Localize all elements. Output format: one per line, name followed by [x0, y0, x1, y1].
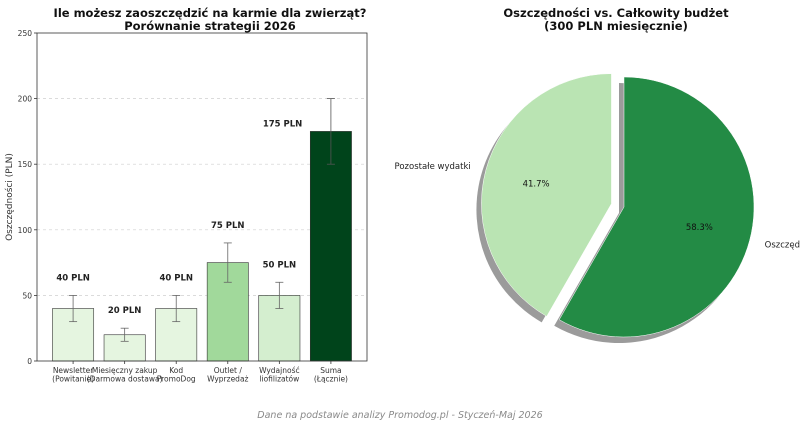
- data-label: 175 PLN: [263, 119, 302, 129]
- pie-percent-label: 58.3%: [686, 223, 713, 233]
- pie-slice-label: Pozostałe wydatki: [395, 162, 471, 172]
- bar: [309, 131, 352, 362]
- grid-lines: [37, 98, 367, 296]
- pie-chart-subtitle: (300 PLN miesięcznie): [544, 19, 688, 33]
- pie-slice-label: Oszczędności: [765, 240, 800, 251]
- x-tick-label: Miesięczny zakup: [92, 366, 158, 375]
- y-axis-ticks: 0 50 100 150 200 250: [18, 29, 37, 366]
- bar-chart-subtitle: Porównanie strategii 2026: [124, 19, 296, 33]
- x-tick-label: (Łącznie): [314, 375, 348, 384]
- data-label: 40 PLN: [56, 273, 90, 283]
- pie-slice: [558, 76, 755, 338]
- data-label: 40 PLN: [159, 273, 193, 283]
- pie-slices: [481, 73, 755, 338]
- x-tick-label: Newsletter: [53, 366, 94, 375]
- data-label: 75 PLN: [211, 221, 245, 231]
- y-tick-label: 100: [18, 226, 33, 235]
- x-tick-label: Wydajność: [259, 366, 300, 375]
- pie-slice: [481, 73, 612, 317]
- y-axis-label: Oszczędności (PLN): [4, 153, 15, 241]
- pie-chart-title: Oszczędności vs. Całkowity budżet: [503, 6, 729, 20]
- y-tick-label: 50: [22, 291, 32, 300]
- pie-chart: Oszczędności vs. Całkowity budżet (300 P…: [395, 6, 800, 343]
- x-tick-label: Outlet /: [214, 366, 243, 375]
- pie-labels: 41.7% Pozostałe wydatki 58.3% Oszczędności: [395, 162, 800, 250]
- x-tick-label: liofilizatów: [259, 375, 299, 384]
- data-labels: 40 PLN 20 PLN 40 PLN 75 PLN 50 PLN 175 PLN: [56, 119, 302, 316]
- x-tick-label: (Darmowa dostawa): [87, 375, 163, 384]
- plot-frame: [36, 32, 368, 362]
- x-axis-ticks: Newsletter(Powitanie)Miesięczny zakup(Da…: [52, 361, 348, 384]
- x-tick-label: Suma: [320, 366, 341, 375]
- x-tick-label: Kod: [169, 366, 183, 375]
- error-bars: [69, 98, 335, 342]
- x-tick-label: (Powitanie): [52, 375, 94, 384]
- x-tick-label: PromoDog: [157, 375, 196, 384]
- data-label: 20 PLN: [108, 306, 142, 316]
- bar-chart-title: Ile możesz zaoszczędzić na karmie dla zw…: [54, 6, 367, 20]
- bar-series: [52, 131, 352, 362]
- x-tick-label: Wyprzedaż: [207, 375, 248, 384]
- y-tick-label: 0: [27, 357, 32, 366]
- data-label: 50 PLN: [263, 260, 297, 270]
- source-note: Dane na podstawie analizy Promodog.pl - …: [257, 410, 543, 421]
- y-tick-label: 200: [18, 95, 33, 104]
- y-tick-label: 150: [18, 160, 33, 169]
- y-tick-label: 250: [18, 29, 33, 38]
- bar-chart: Ile możesz zaoszczędzić na karmie dla zw…: [4, 6, 368, 384]
- pie-percent-label: 41.7%: [523, 180, 550, 190]
